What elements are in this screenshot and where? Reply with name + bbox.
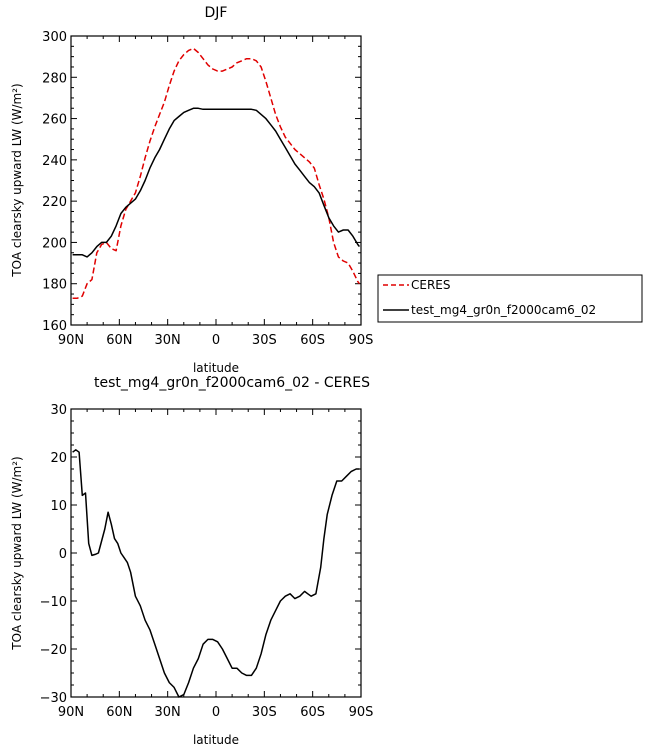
y-tick-label: 20 [50,451,67,466]
x-axis-label-1: latitude [193,361,239,375]
x-tick-label: 60N [106,705,132,720]
series-group-2 [72,449,360,698]
x-tick-label: 90S [349,705,374,720]
x-tick-label: 30S [252,705,277,720]
y-tick-label: 200 [42,236,67,251]
series-line-1-ceres [72,47,360,299]
y-tick-label: 160 [42,319,67,334]
series-line-2-model [72,449,360,698]
legend: CERES test_mg4_gr0n_f2000cam6_02 [377,274,643,323]
x-tick-label: 90N [58,705,84,720]
y-tick-label: 260 [42,113,67,128]
x-tick-label: 90N [58,333,84,348]
y-tick-label: 10 [50,499,67,514]
y-tick-label: −20 [40,643,67,658]
y-axis-label-2: TOA clearsky upward LW (W/m²) [10,456,24,650]
x-tick-label: 60N [106,333,132,348]
panel-2-difference: test_mg4_gr0n_f2000cam6_02 - CERES 90N 60… [10,375,373,747]
chart-1-title: DJF [205,5,228,21]
series-line-1-model [72,107,360,258]
y-tick-label: −10 [40,595,67,610]
axis-ticks-2: 90N 60N 30N 0 30S 60S 90S −30 −20 −10 0 10 20 30 [40,403,374,720]
y-tick-label: 0 [59,547,67,562]
x-tick-label: 30N [155,705,181,720]
y-tick-label: 30 [50,403,67,418]
series-group-1 [72,47,360,299]
x-tick-label: 90S [349,333,374,348]
y-tick-label: 280 [42,71,67,86]
y-tick-label: −30 [40,691,67,706]
x-tick-label: 60S [300,333,325,348]
plot-frame-2 [70,408,362,698]
y-tick-label: 300 [42,30,67,45]
x-tick-label: 60S [300,705,325,720]
legend-box [377,274,643,323]
y-axis-label-1: TOA clearsky upward LW (W/m²) [10,83,24,277]
panel-1-djf: DJF 90N 60N 30N 0 30S 60S 90S 160 180 200 220 240 26… [10,5,373,375]
x-tick-label: 30N [155,333,181,348]
axis-ticks-1: 90N 60N 30N 0 30S 60S 90S 160 180 200 220 240 260 280… [42,30,373,348]
legend-label-model: test_mg4_gr0n_f2000cam6_02 [411,303,596,317]
x-axis-label-2: latitude [193,733,239,747]
y-tick-label: 180 [42,278,67,293]
legend-label-ceres: CERES [411,278,451,292]
x-tick-label: 0 [212,333,220,348]
chart-2-title: test_mg4_gr0n_f2000cam6_02 - CERES [94,375,370,391]
y-tick-label: 240 [42,154,67,169]
x-tick-label: 0 [212,705,220,720]
y-tick-label: 220 [42,195,67,210]
x-tick-label: 30S [252,333,277,348]
